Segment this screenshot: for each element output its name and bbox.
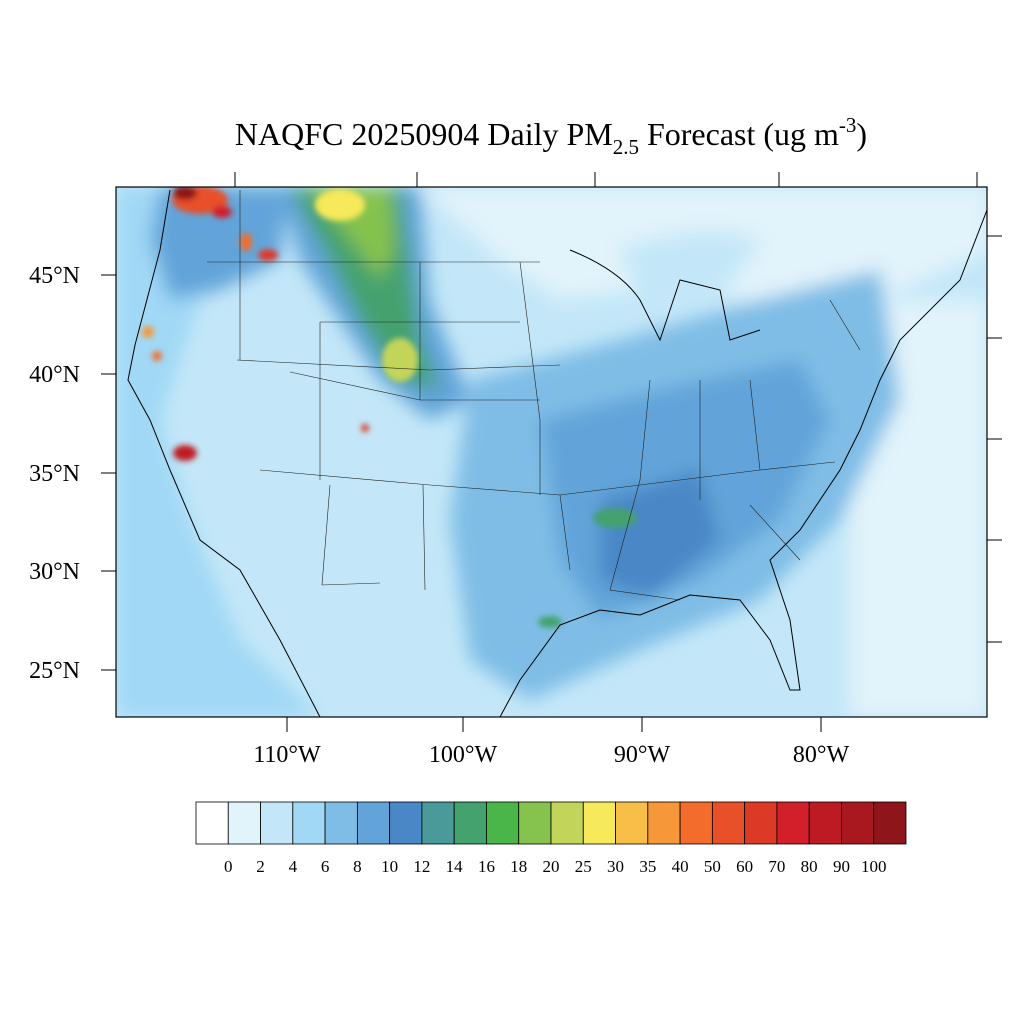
colorbar-label: 2 <box>256 857 265 876</box>
colorbar-box <box>324 801 358 845</box>
colorbar-box <box>356 801 391 845</box>
colorbar-label: 6 <box>321 857 330 876</box>
boundaries <box>127 189 987 717</box>
colorbar-label: 20 <box>543 857 560 876</box>
colorbar-box <box>421 801 455 845</box>
lat-label: 40°N <box>29 362 80 388</box>
colorbar-label: 70 <box>768 857 785 876</box>
colorbar-label: 12 <box>413 857 430 876</box>
colorbar-box <box>389 801 423 845</box>
colorbar-label: 40 <box>672 857 689 876</box>
colorbar-box <box>647 801 681 845</box>
title-sup: -3 <box>839 113 857 137</box>
colorbar-box <box>744 801 778 845</box>
colorbar-box <box>227 801 261 845</box>
lon-label: 80°W <box>793 742 850 768</box>
colorbar-box <box>260 801 294 845</box>
lat-label: 25°N <box>29 658 80 684</box>
colorbar: 0 2 4 6 8 10 12 14 16 18 20 25 30 35 40 50 60 70 80 90 100 <box>195 801 907 876</box>
colorbar-box <box>518 801 552 845</box>
colorbar-label: 50 <box>704 857 721 876</box>
colorbar-box <box>841 801 875 845</box>
colorbar-box <box>550 801 584 845</box>
colorbar-label: 10 <box>381 857 398 876</box>
colorbar-box <box>582 801 616 845</box>
colorbar-box <box>679 801 713 845</box>
lon-label: 90°W <box>614 742 671 768</box>
colorbar-label: 25 <box>575 857 592 876</box>
lat-label: 30°N <box>29 559 80 585</box>
colorbar-box <box>195 801 229 845</box>
lat-label: 35°N <box>29 461 80 487</box>
axis-labels: 45°N 40°N 35°N 30°N 25°N 110°W 100°W 90°W 80°W <box>29 263 849 768</box>
title: NAQFC 20250904 Daily PM2.5 Forecast (ug … <box>235 113 867 159</box>
colorbar-label: 18 <box>510 857 527 876</box>
colorbar-box <box>711 801 746 845</box>
lon-label: 110°W <box>253 742 321 768</box>
lon-label: 100°W <box>429 742 498 768</box>
colorbar-label: 60 <box>736 857 753 876</box>
colorbar-label: 80 <box>801 857 818 876</box>
colorbar-label: 0 <box>224 857 233 876</box>
colorbar-box <box>615 801 649 845</box>
title-main: NAQFC 20250904 Daily PM <box>235 116 613 152</box>
colorbar-label: 14 <box>446 857 464 876</box>
title-end: ) <box>856 116 867 152</box>
colorbar-label: 30 <box>607 857 624 876</box>
title-mid: Forecast (ug m <box>639 116 839 152</box>
lat-label: 45°N <box>29 263 80 289</box>
colorbar-label: 90 <box>833 857 850 876</box>
title-sub: 2.5 <box>613 135 639 159</box>
colorbar-box <box>292 801 326 845</box>
frame-ticks <box>234 172 1002 643</box>
colorbar-box <box>486 801 520 845</box>
colorbar-box <box>776 801 810 845</box>
colorbar-label: 16 <box>478 857 495 876</box>
colorbar-box <box>873 801 907 845</box>
colorbar-label: 100 <box>861 857 887 876</box>
colorbar-label: 8 <box>353 857 362 876</box>
map-frame <box>115 186 988 718</box>
map-field <box>116 187 987 717</box>
colorbar-label: 4 <box>289 857 298 876</box>
colorbar-box <box>453 801 487 845</box>
colorbar-label: 35 <box>639 857 656 876</box>
colorbar-box <box>808 801 842 845</box>
